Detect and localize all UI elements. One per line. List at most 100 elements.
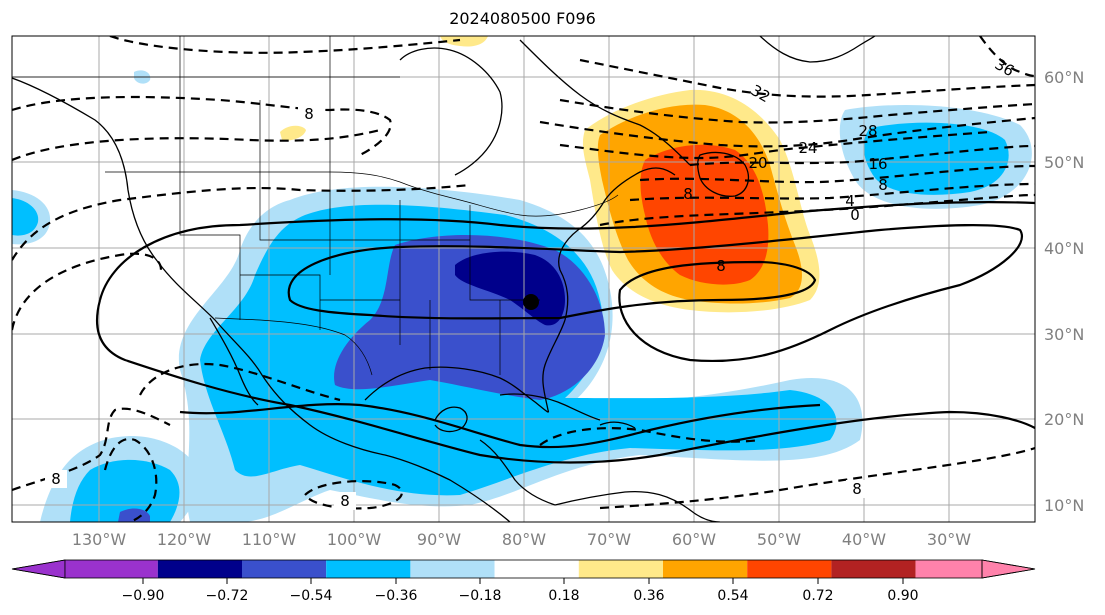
map-title: 2024080500 F096 bbox=[449, 9, 596, 28]
colorbar-tick-label: −0.18 bbox=[459, 588, 502, 604]
lon-label: 130°W bbox=[72, 530, 127, 549]
contour-label: 24 bbox=[798, 139, 817, 157]
colorbar-tick-label: −0.36 bbox=[375, 588, 418, 604]
contour-label: 28 bbox=[858, 122, 877, 140]
colorbar-segment bbox=[157, 560, 242, 578]
contour-label: 8 bbox=[716, 257, 726, 275]
contour-label: 4 bbox=[845, 192, 855, 210]
contour-dashed-west-1 bbox=[12, 183, 471, 261]
colorbar-tick-label: 0.54 bbox=[717, 588, 748, 604]
cuba bbox=[499, 393, 601, 421]
colorbar-segment bbox=[831, 560, 916, 578]
newfoundland bbox=[697, 151, 749, 197]
anomaly-blue-west-pacific bbox=[70, 459, 180, 522]
anomaly-royal-blue-pacific bbox=[118, 508, 150, 522]
contour-label: 8 bbox=[683, 185, 693, 203]
baja-california bbox=[209, 317, 259, 406]
lat-label: 60°N bbox=[1044, 68, 1084, 87]
contour-dashed-28 bbox=[559, 98, 1035, 124]
contour-dashed-top-north bbox=[109, 36, 461, 54]
contour-layer bbox=[12, 36, 1035, 522]
coastlines bbox=[12, 36, 876, 522]
colorbar-segment bbox=[242, 560, 327, 578]
lon-label: 110°W bbox=[242, 530, 297, 549]
lon-label: 60°W bbox=[672, 530, 716, 549]
contour-label: 20 bbox=[748, 154, 767, 172]
contour-dashed-atlantic-8 bbox=[599, 446, 1035, 510]
greenland-fragment bbox=[759, 36, 876, 63]
colorbar-segment bbox=[410, 560, 495, 578]
colorbar-segment bbox=[578, 560, 663, 578]
contour-dashed-0 bbox=[599, 193, 1035, 227]
storm-center-marker bbox=[523, 294, 539, 310]
colorbar-tick-label: −0.54 bbox=[290, 588, 333, 604]
colorbar-tick-label: −0.72 bbox=[206, 588, 249, 604]
contour-label: 8 bbox=[304, 105, 314, 123]
lon-label: 50°W bbox=[757, 530, 801, 549]
us-canada-border bbox=[105, 171, 619, 217]
lat-label: 10°N bbox=[1044, 496, 1084, 515]
colorbar-frame bbox=[64, 559, 983, 579]
east-coast bbox=[558, 167, 676, 321]
contour-dashed-south-8 bbox=[303, 480, 403, 510]
lat-label: 30°N bbox=[1044, 325, 1084, 344]
colorbar-segment bbox=[65, 560, 158, 578]
colorbar-segment bbox=[915, 560, 982, 578]
colorbar-tick-label: 0.90 bbox=[887, 588, 918, 604]
anomaly-blue-left-edge bbox=[12, 198, 39, 236]
colorbar-segment bbox=[494, 560, 579, 578]
lon-label: 40°W bbox=[842, 530, 886, 549]
lat-label: 20°N bbox=[1044, 410, 1084, 429]
colorbar-segment bbox=[326, 560, 411, 578]
lat-label: 40°N bbox=[1044, 239, 1084, 258]
colorbar-tick-label: 0.18 bbox=[548, 588, 579, 604]
lon-label: 90°W bbox=[417, 530, 461, 549]
lon-label: 80°W bbox=[502, 530, 546, 549]
lon-label: 100°W bbox=[327, 530, 382, 549]
hudson-bay bbox=[399, 47, 503, 176]
contour-dashed-gulf bbox=[139, 362, 341, 402]
contour-dashed-20 bbox=[559, 130, 991, 160]
contour-dashed-pacific-8 bbox=[12, 407, 171, 492]
contour-label: 8 bbox=[852, 480, 862, 498]
latitude-labels: 60°N 50°N 40°N 30°N 20°N 10°N bbox=[1044, 68, 1084, 515]
contour-dashed-pacific-inner bbox=[103, 437, 158, 522]
contour-label: 16 bbox=[868, 155, 887, 173]
colorbar: −0.90 −0.72 −0.54 −0.36 −0.18 0.18 0.36 … bbox=[11, 559, 1036, 604]
colorbar-tick-label: 0.36 bbox=[633, 588, 664, 604]
labrador-coast bbox=[519, 39, 691, 166]
anomaly-navy-core bbox=[455, 251, 565, 326]
contour-dashed-4 bbox=[629, 182, 1035, 202]
colorbar-tick-label: −0.90 bbox=[122, 588, 165, 604]
longitude-labels: 130°W 120°W 110°W 100°W 90°W 80°W 70°W 6… bbox=[72, 530, 971, 549]
lon-label: 70°W bbox=[587, 530, 631, 549]
anomaly-yellow-small bbox=[280, 125, 306, 141]
canadian-provinces bbox=[12, 36, 400, 172]
contour-label: 8 bbox=[51, 470, 61, 488]
contour-label: 8 bbox=[340, 492, 350, 510]
colorbar-low-extend bbox=[11, 559, 66, 579]
hispaniola bbox=[599, 421, 636, 429]
gulf-coast bbox=[364, 319, 566, 413]
contour-dashed-north-2 bbox=[12, 128, 381, 162]
contour-label: 0 bbox=[850, 206, 860, 224]
contour-dashed-32 bbox=[579, 58, 1035, 98]
contour-dashed-8-atl bbox=[639, 164, 1035, 184]
north-america-west-coast bbox=[12, 77, 511, 522]
colorbar-tick-label: 0.72 bbox=[802, 588, 833, 604]
central-america bbox=[479, 439, 556, 506]
contour-dashed-north-1 bbox=[12, 95, 392, 156]
contour-solid-mid bbox=[179, 403, 821, 449]
colorbar-segment bbox=[747, 560, 832, 578]
contour-label: 8 bbox=[878, 176, 888, 194]
us-mexico-border bbox=[214, 317, 373, 376]
lon-label: 30°W bbox=[927, 530, 971, 549]
map-frame bbox=[11, 35, 1036, 523]
contour-solid-inner bbox=[287, 223, 1023, 363]
contour-dashed-16 bbox=[689, 144, 1035, 167]
contour-solid-outer-south bbox=[95, 299, 1035, 464]
colorbar-ticks bbox=[142, 578, 904, 584]
south-america-north bbox=[554, 490, 721, 522]
colorbar-segment bbox=[663, 560, 748, 578]
